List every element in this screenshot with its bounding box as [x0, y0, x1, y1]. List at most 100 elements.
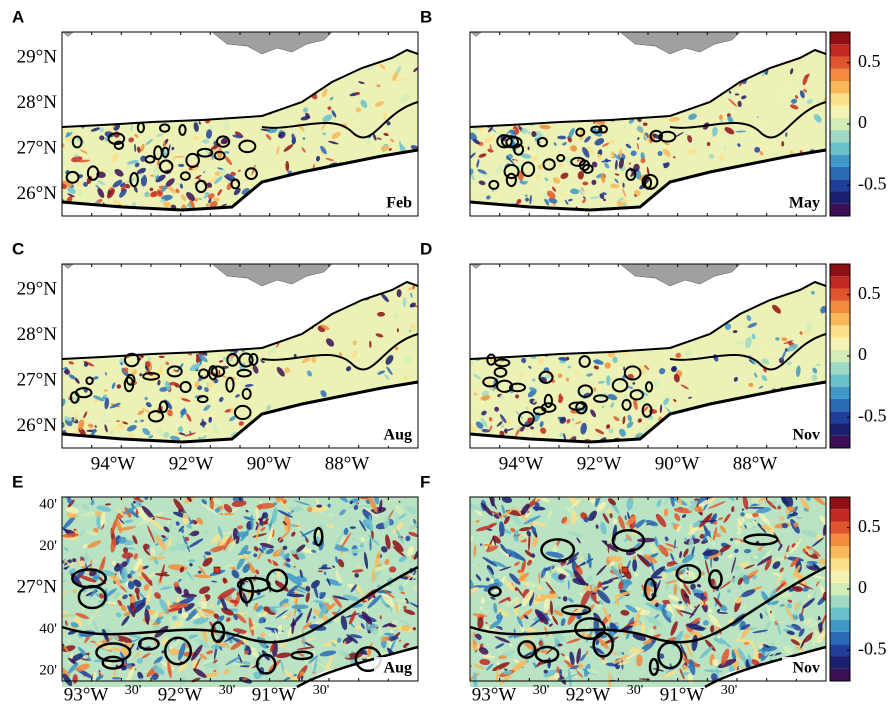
colorbar: 0.5 0 -0.5 — [830, 497, 887, 681]
lat-label: 20' — [39, 662, 57, 678]
month-label: Aug — [384, 660, 412, 677]
colorbar-step — [830, 387, 850, 399]
month-label: Feb — [386, 195, 412, 212]
panel-letter: F — [420, 472, 430, 491]
colorbar-step — [830, 301, 850, 313]
lat-label: 27°N — [17, 369, 58, 390]
map-panel: Aug — [58, 261, 418, 458]
map-panel: Nov — [465, 261, 828, 458]
colorbar: 0.5 0 -0.5 — [830, 264, 887, 448]
lat-label: 26°N — [17, 415, 58, 436]
colorbar-step — [830, 155, 850, 167]
colorbar-tick-label: 0 — [858, 577, 867, 597]
lon-label: 92°W — [577, 453, 622, 474]
colorbar-step — [830, 338, 850, 350]
colorbar-step — [830, 571, 850, 583]
lat-label: 28°N — [17, 92, 58, 113]
colorbar-step — [830, 436, 850, 448]
lon-label: 30' — [627, 683, 644, 698]
lon-label: 30' — [533, 683, 550, 698]
colorbar: 0.5 0 -0.5 — [830, 32, 887, 216]
lon-label: 93°W — [472, 684, 517, 705]
panel-letter: A — [12, 7, 24, 26]
colorbar-step — [830, 106, 850, 118]
lon-label: 88°W — [325, 453, 370, 474]
lon-label: 30' — [313, 683, 330, 698]
colorbar-step — [830, 142, 850, 154]
map-panel: May — [466, 29, 827, 226]
colorbar-tick-label: -0.5 — [858, 638, 887, 658]
colorbar-step — [830, 93, 850, 105]
lat-label: 27°N — [17, 576, 58, 597]
lat-label: 20' — [39, 538, 57, 554]
lon-label: 92°W — [566, 684, 611, 705]
lon-label: 94°W — [499, 453, 544, 474]
colorbar-step — [830, 656, 850, 668]
panel-letter: B — [420, 7, 432, 26]
station-marker — [622, 567, 628, 573]
map-panel: Aug — [55, 490, 426, 691]
colorbar-step — [830, 620, 850, 632]
colorbar-tick-label: 0.5 — [858, 516, 881, 536]
lon-label: 91°W — [660, 684, 705, 705]
colorbar-step — [830, 374, 850, 386]
colorbar-step — [830, 276, 850, 288]
colorbar-tick-label: 0 — [858, 112, 867, 132]
lon-label: 94°W — [91, 453, 136, 474]
colorbar-step — [830, 546, 850, 558]
lon-label: 93°W — [64, 684, 109, 705]
month-label: Aug — [384, 427, 412, 444]
colorbar-step — [830, 558, 850, 570]
lon-label: 92°W — [158, 684, 203, 705]
colorbar-step — [830, 32, 850, 44]
colorbar-step — [830, 167, 850, 179]
colorbar-step — [830, 69, 850, 81]
colorbar-step — [830, 595, 850, 607]
lat-label: 40' — [39, 496, 57, 512]
colorbar-step — [830, 534, 850, 546]
colorbar-tick-label: -0.5 — [858, 173, 887, 193]
colorbar-step — [830, 204, 850, 216]
month-label: May — [789, 195, 820, 212]
colorbar-step — [830, 264, 850, 276]
station-marker — [214, 567, 220, 573]
lon-label: 92°W — [169, 453, 214, 474]
colorbar-step — [830, 669, 850, 681]
colorbar-tick-label: -0.5 — [858, 405, 887, 425]
colorbar-tick-label: 0.5 — [858, 283, 881, 303]
panel-letter: E — [12, 472, 23, 491]
colorbar-step — [830, 497, 850, 509]
lon-label: 30' — [721, 683, 738, 698]
colorbar-step — [830, 399, 850, 411]
lon-label: 90°W — [655, 453, 700, 474]
lat-label: 27°N — [17, 137, 58, 158]
colorbar-step — [830, 44, 850, 56]
panel-letter: D — [420, 239, 432, 258]
lon-label: 30' — [125, 683, 142, 698]
map-panel: Feb — [57, 29, 422, 226]
lat-label: 29°N — [17, 46, 58, 67]
colorbar-step — [830, 509, 850, 521]
colorbar-step — [830, 423, 850, 435]
panel-letter: C — [12, 239, 24, 258]
colorbar-step — [830, 325, 850, 337]
lon-label: 90°W — [247, 453, 292, 474]
lat-label: 26°N — [17, 183, 58, 204]
lon-label: 88°W — [733, 453, 778, 474]
lat-label: 28°N — [17, 324, 58, 345]
colorbar-step — [830, 313, 850, 325]
colorbar-tick-label: 0.5 — [858, 51, 881, 71]
lat-label: 40' — [39, 621, 57, 637]
colorbar-step — [830, 130, 850, 142]
colorbar-step — [830, 81, 850, 93]
map-panel: Nov — [465, 488, 834, 691]
lon-label: 91°W — [252, 684, 297, 705]
colorbar-step — [830, 362, 850, 374]
lat-label: 29°N — [17, 278, 58, 299]
month-label: Nov — [792, 427, 820, 444]
month-label: Nov — [792, 660, 820, 677]
colorbar-tick-label: 0 — [858, 344, 867, 364]
colorbar-step — [830, 632, 850, 644]
colorbar-step — [830, 191, 850, 203]
